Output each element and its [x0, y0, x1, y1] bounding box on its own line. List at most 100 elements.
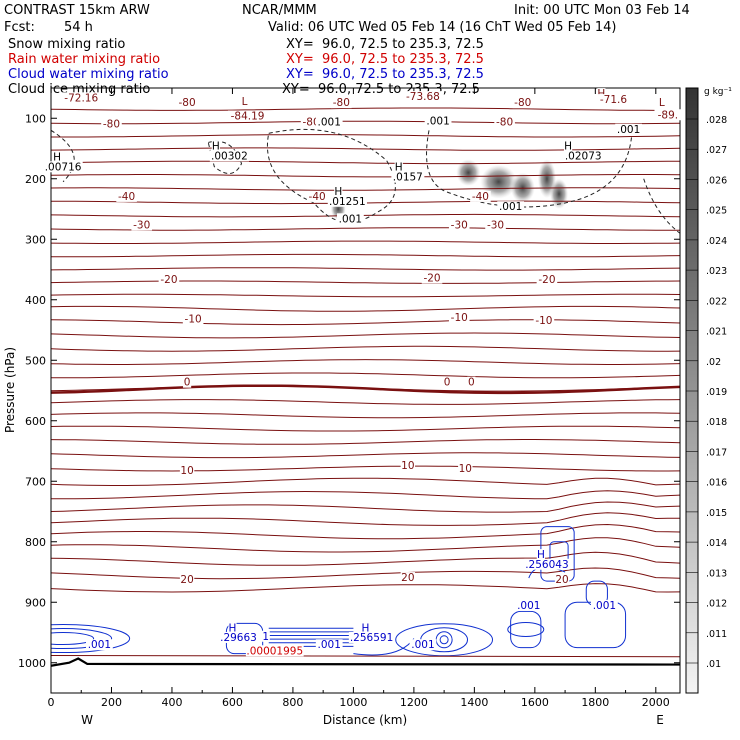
temperature-label-bg	[331, 97, 352, 109]
temperature-label-bg	[448, 219, 470, 231]
temperature-label-bg	[158, 273, 180, 285]
isotherm	[51, 359, 680, 365]
temperature-label: -40	[309, 191, 326, 203]
isotherm	[51, 120, 680, 125]
x-tick-label: 800	[282, 696, 303, 709]
cloud-water-label-bg	[524, 558, 570, 570]
field-xy: XY= 96.0, 72.5 to 235.3, 72.5	[286, 52, 484, 67]
temperature-label: -71.6	[600, 94, 627, 106]
isotherm	[51, 332, 680, 339]
isotherm	[51, 425, 680, 432]
colorbar-unit: g kg⁻¹	[704, 87, 732, 97]
temperature-label-bg	[657, 97, 666, 109]
field-name: Snow mixing ratio	[8, 37, 126, 52]
cloud-water-label-bg	[361, 622, 370, 634]
temperature-label-bg	[300, 116, 322, 128]
colorbar-label: .013	[706, 568, 727, 579]
field-name: Cloud water mixing ratio	[8, 67, 169, 82]
temperature-label-bg	[227, 110, 268, 122]
cloud-water-contour	[51, 624, 131, 654]
temperature-label: -72.16	[64, 92, 98, 104]
colorbar-label: .014	[706, 538, 727, 549]
colorbar-label: .011	[706, 629, 727, 640]
ice-contour	[267, 128, 396, 223]
ice-label-bg	[497, 201, 525, 213]
ice-label: .001	[318, 117, 341, 129]
temperature-label-bg	[179, 464, 195, 476]
ice-label-bg	[424, 115, 452, 127]
y-tick-label: 900	[25, 596, 46, 609]
zero-isotherm	[51, 384, 680, 395]
ice-label: .001	[426, 115, 449, 127]
ice-label-bg	[394, 161, 403, 173]
temperature-label: -10	[535, 315, 552, 327]
ice-label-bg	[391, 171, 425, 183]
temperature-label: -80	[302, 117, 319, 129]
y-tick-label: 500	[25, 354, 46, 367]
colorbar-label: .019	[706, 387, 727, 398]
isotherm	[51, 477, 680, 486]
ice-label: H	[564, 141, 572, 153]
x-tick-label: 1400	[460, 696, 488, 709]
isotherm	[51, 501, 680, 513]
ice-label-bg	[334, 186, 343, 198]
temperature-label: -20	[160, 274, 177, 286]
isotherm	[51, 583, 680, 593]
surface-line	[51, 657, 680, 667]
temperature-label-bg	[596, 94, 630, 106]
temperature-label-bg	[400, 572, 416, 584]
ice-label: .00716	[45, 161, 82, 173]
temperature-label-bg	[443, 376, 452, 388]
y-tick-label: 600	[25, 415, 46, 428]
temperature-label-bg	[61, 92, 101, 104]
cloud-water-label: H	[228, 622, 236, 634]
temperature-label-bg	[400, 460, 416, 472]
temperature-label: -30	[451, 219, 468, 231]
temperature-label-bg	[403, 91, 443, 103]
colorbar-label: .023	[706, 266, 727, 277]
isotherm	[51, 187, 680, 191]
ice-label: .0157	[393, 172, 423, 184]
temperature-label-bg	[554, 573, 570, 585]
isotherm	[51, 147, 680, 151]
temperature-label-bg	[654, 109, 682, 121]
y-tick-label: 400	[25, 294, 46, 307]
temperature-label: -80	[103, 118, 120, 130]
colorbar-label: .02	[706, 357, 721, 368]
isotherm	[51, 512, 680, 526]
cloud-water-label: .001	[593, 600, 616, 612]
colorbar-label: .015	[706, 508, 727, 519]
temperature-label: 20	[555, 574, 568, 586]
colorbar-label: .017	[706, 447, 727, 458]
colorbar-label: .012	[706, 599, 727, 610]
x-tick-label: 1600	[521, 696, 549, 709]
temperature-label: -20	[423, 273, 440, 285]
temperature-label-bg	[176, 97, 198, 109]
cloud-water-label-bg	[515, 599, 543, 611]
rain-label-bg	[245, 645, 304, 657]
isotherm	[51, 280, 680, 284]
ice-label: H	[53, 152, 61, 164]
y-tick-label: 300	[25, 233, 46, 246]
isotherm	[51, 551, 680, 566]
temperature-label-bg	[131, 219, 153, 231]
temperature-label: -80	[333, 97, 350, 109]
cloud-water-label-bg	[315, 639, 343, 651]
colorbar-label: .024	[706, 236, 727, 247]
temperature-label: -30	[133, 219, 150, 231]
ice-label: H	[395, 161, 403, 173]
ice-contour	[207, 140, 243, 174]
isotherm	[51, 107, 680, 111]
x-tick-label: 1000	[339, 696, 367, 709]
ice-label-bg	[327, 195, 367, 207]
temperature-label: 0	[444, 377, 451, 389]
isotherm	[51, 240, 680, 244]
temperature-label: 10	[401, 460, 414, 472]
temperature-label-bg	[485, 219, 506, 231]
temperature-label-bg	[421, 272, 443, 284]
x-tick-label: 600	[222, 696, 243, 709]
cloud-water-label: .256043	[525, 559, 568, 571]
cloud-water-label: 1	[262, 631, 269, 643]
isotherm	[51, 227, 680, 231]
isotherm	[51, 305, 680, 312]
